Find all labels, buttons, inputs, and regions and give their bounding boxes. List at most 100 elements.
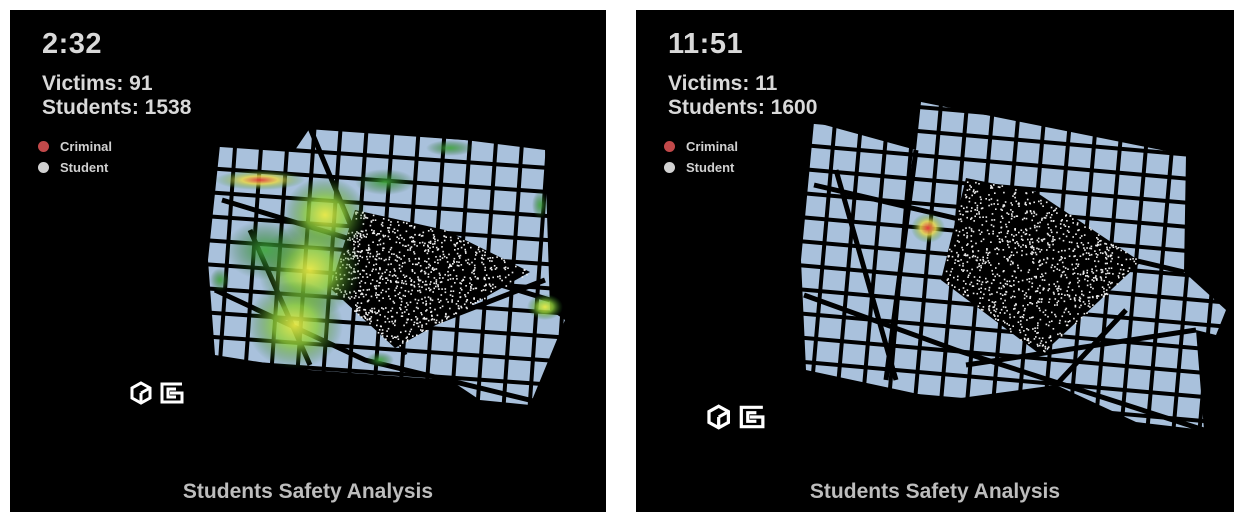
student-dot: [959, 213, 962, 215]
student-dot: [427, 266, 430, 269]
student-dot: [970, 228, 973, 230]
student-dot: [431, 230, 434, 232]
student-dot: [1015, 215, 1018, 217]
student-dot: [484, 278, 486, 281]
student-dot: [984, 262, 986, 265]
student-dot: [391, 275, 394, 277]
student-dot: [1013, 304, 1016, 307]
student-dot: [982, 309, 984, 311]
student-dot: [362, 276, 364, 278]
student-dot: [1100, 268, 1102, 271]
student-dot: [1100, 239, 1102, 242]
student-dot: [1127, 270, 1129, 272]
legend-item-criminal: Criminal: [664, 136, 738, 157]
student-dot: [1026, 339, 1028, 341]
student-dot: [1061, 261, 1064, 264]
student-dot: [474, 287, 477, 290]
student-dot: [449, 278, 452, 280]
student-dot: [421, 234, 424, 237]
student-dot: [503, 267, 506, 269]
student-dot: [1010, 330, 1012, 333]
student-dot: [1077, 281, 1079, 284]
student-dot: [367, 252, 369, 254]
student-dot: [443, 235, 446, 238]
student-dot: [1096, 297, 1098, 299]
student-dot: [499, 277, 501, 280]
student-dot: [962, 293, 965, 296]
student-dot: [1091, 279, 1094, 281]
student-dot: [501, 279, 503, 282]
student-dot: [995, 208, 997, 210]
student-dot: [1039, 276, 1042, 278]
student-dot: [396, 229, 399, 232]
student-dot: [388, 321, 391, 323]
student-dot: [1035, 277, 1037, 279]
student-dot: [412, 236, 414, 239]
student-dot: [460, 240, 462, 243]
student-dot: [1087, 275, 1090, 278]
student-dot: [440, 281, 443, 283]
student-dot: [401, 280, 403, 282]
student-dot: [1027, 329, 1030, 331]
student-dot: [1103, 279, 1105, 282]
student-dot: [370, 316, 373, 318]
student-dot: [988, 305, 990, 308]
student-dot: [974, 191, 977, 193]
student-dot: [374, 219, 377, 221]
student-dot: [375, 312, 377, 315]
student-dot: [382, 218, 385, 220]
student-dot: [1028, 342, 1030, 344]
student-dot: [433, 318, 436, 321]
student-dot: [1037, 324, 1039, 327]
student-dot: [474, 267, 476, 269]
student-dot: [956, 279, 959, 281]
student-dot: [1135, 258, 1137, 260]
park-area: [941, 178, 1141, 355]
student-dot: [971, 268, 973, 271]
student-dot: [504, 268, 507, 271]
student-dot: [373, 232, 376, 235]
student-dot: [988, 199, 991, 201]
student-dot: [1000, 208, 1002, 211]
student-dot: [1018, 329, 1021, 331]
student-dot: [1001, 217, 1004, 219]
student-dot: [1009, 263, 1012, 266]
student-dot: [362, 234, 365, 236]
student-dot: [1008, 221, 1010, 223]
student-dot: [1064, 249, 1066, 252]
student-dot: [1072, 222, 1074, 224]
student-dot: [364, 282, 367, 284]
student-dot: [360, 293, 362, 296]
student-dot: [359, 289, 362, 292]
student-dot: [427, 244, 429, 247]
student-dot: [434, 240, 436, 243]
student-dot: [1007, 258, 1009, 261]
student-dot: [1026, 278, 1028, 281]
student-dot: [1035, 336, 1037, 338]
student-dot: [425, 267, 428, 269]
student-dot: [988, 286, 991, 289]
student-dot: [420, 312, 422, 314]
student-dot: [997, 315, 999, 317]
student-dot: [999, 186, 1001, 189]
student-dot: [978, 265, 980, 267]
student-dot: [967, 276, 969, 278]
student-dot: [1097, 241, 1099, 244]
student-dot: [979, 233, 982, 235]
student-dot: [378, 257, 380, 260]
student-dot: [1052, 249, 1055, 251]
student-dot: [966, 235, 969, 237]
student-dot: [1105, 292, 1108, 295]
student-dot: [504, 266, 507, 269]
student-dot: [1049, 235, 1051, 237]
student-dot: [975, 181, 977, 184]
student-dot: [423, 270, 426, 273]
student-dot: [499, 275, 501, 277]
student-dot: [435, 319, 438, 322]
student-dot: [1093, 280, 1095, 282]
student-dot: [421, 324, 423, 326]
student-dot: [1083, 247, 1085, 249]
student-dot: [1009, 285, 1011, 287]
student-dot: [400, 286, 403, 289]
student-dot: [385, 282, 387, 284]
